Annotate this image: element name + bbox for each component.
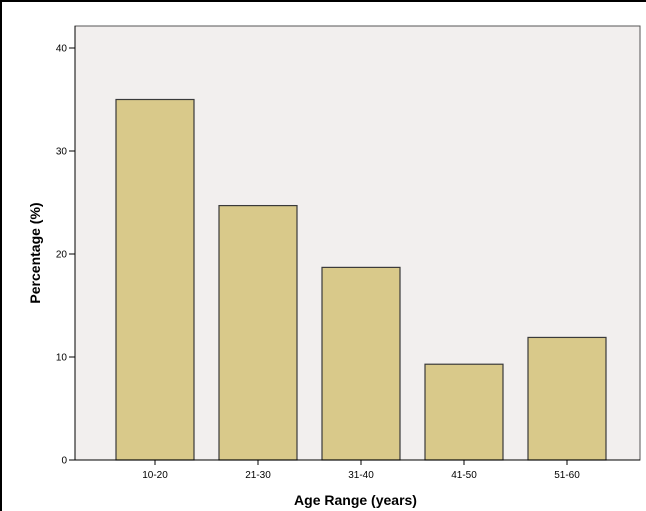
ticks-group: 0 10 20 30 40 10-20 21-30 31-40 41-50 51-60	[56, 44, 580, 482]
y-tick-label-20: 20	[56, 250, 68, 261]
bar-51-60	[527, 336, 607, 461]
x-axis-title: Age Range (years)	[294, 492, 417, 508]
bar-41-50	[424, 363, 504, 461]
x-tick-label-10-20: 10-20	[142, 470, 168, 481]
bar-10-20	[115, 98, 195, 461]
axes-group	[74, 26, 640, 461]
x-tick-label-41-50: 41-50	[451, 470, 477, 481]
y-tick-label-0: 0	[61, 456, 67, 467]
x-tick-label-31-40: 31-40	[348, 470, 374, 481]
y-axis-title: Percentage (%)	[27, 202, 43, 303]
x-tick-label-21-30: 21-30	[245, 470, 271, 481]
bars-group	[115, 98, 607, 461]
x-tick-label-51-60: 51-60	[554, 470, 580, 481]
y-tick-label-40: 40	[56, 44, 68, 55]
bar-21-30	[218, 204, 298, 461]
y-tick-label-10: 10	[56, 353, 68, 364]
y-tick-label-30: 30	[56, 147, 68, 158]
bar-31-40	[321, 266, 401, 461]
